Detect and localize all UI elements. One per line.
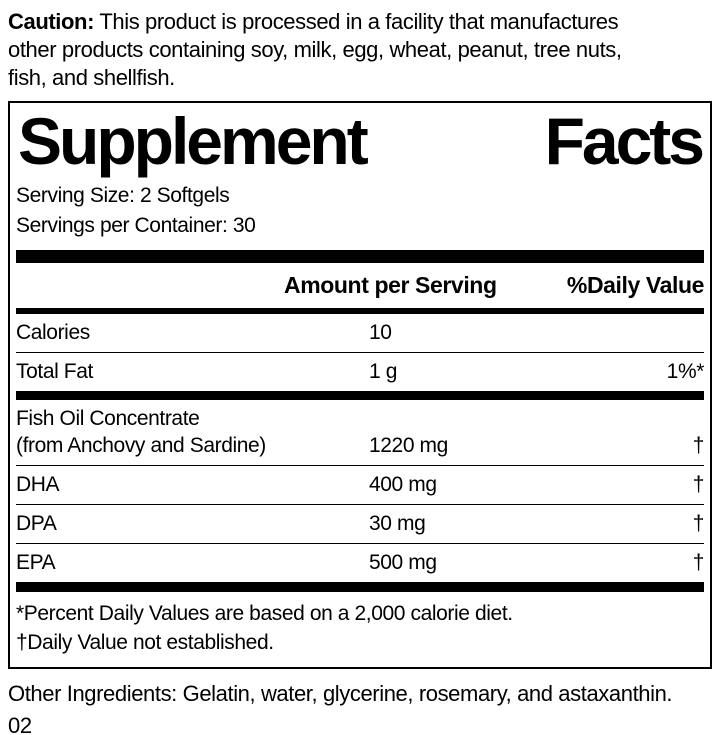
nutrient-name: Total Fat (16, 360, 93, 384)
nutrient-row-fish-oil: Fish Oil Concentrate (from Anchovy and S… (16, 400, 705, 467)
nutrient-name: DPA (16, 512, 57, 536)
column-header-daily-value: %Daily Value (566, 272, 705, 299)
caution-line1: This product is processed in a facility … (94, 9, 619, 34)
product-code: 02 (8, 713, 32, 735)
column-header-row: Amount per Serving %Daily Value (16, 263, 704, 308)
nutrient-row-dha: DHA 400 mg † (16, 466, 705, 506)
caution-label: Caution: (8, 9, 95, 34)
panel-title-word2: Facts (544, 104, 705, 178)
nutrient-amount: 10 (369, 321, 392, 345)
nutrient-name-line1: Fish Oil Concentrate (16, 407, 200, 431)
nutrient-daily-value: † (692, 434, 705, 458)
thick-divider-top (16, 250, 704, 264)
thick-divider-mid (16, 391, 704, 401)
nutrient-daily-value: † (692, 512, 705, 536)
caution-line2: other products containing soy, milk, egg… (8, 37, 622, 62)
thick-divider-bottom (16, 582, 704, 593)
nutrient-row-epa: EPA 500 mg † (16, 544, 704, 582)
nutrient-name: DHA (16, 473, 60, 497)
panel-title: Supplement Facts (16, 103, 705, 181)
footnote-percent-daily-value: *Percent Daily Values are based on a 2,0… (16, 602, 513, 626)
nutrient-amount: 1 g (369, 360, 397, 384)
footnote-daily-value-not-established: †Daily Value not established. (16, 631, 274, 655)
nutrient-amount: 400 mg (369, 473, 437, 497)
nutrient-amount: 1220 mg (369, 434, 448, 458)
nutrient-daily-value: 1%* (666, 360, 705, 384)
nutrient-row-total-fat: Total Fat 1 g 1%* (16, 353, 704, 391)
nutrient-name-line2: (from Anchovy and Sardine) (16, 434, 266, 458)
nutrient-name: Calories (16, 321, 90, 345)
nutrient-row-calories: Calories 10 (16, 314, 704, 354)
panel-title-word1: Supplement (18, 104, 369, 178)
thick-divider-header (16, 308, 704, 315)
nutrient-daily-value: † (692, 551, 705, 575)
serving-size: Serving Size: 2 Softgels (16, 184, 230, 208)
nutrient-name: EPA (16, 551, 56, 575)
column-header-amount: Amount per Serving (284, 272, 497, 299)
caution-text: Caution: This product is processed in a … (8, 8, 712, 92)
nutrient-row-dpa: DPA 30 mg † (16, 505, 705, 545)
nutrient-daily-value: † (692, 473, 705, 497)
supplement-facts-panel: Supplement Facts Serving Size: 2 Softgel… (8, 101, 712, 670)
nutrient-name: Fish Oil Concentrate (from Anchovy and S… (16, 405, 369, 459)
nutrient-amount: 30 mg (369, 512, 426, 536)
nutrient-amount: 500 mg (369, 551, 437, 575)
other-ingredients: Other Ingredients: Gelatin, water, glyce… (8, 681, 673, 707)
serving-info: Serving Size: 2 Softgels Servings per Co… (16, 181, 704, 241)
servings-per-container: Servings per Container: 30 (16, 214, 256, 238)
footnotes: *Percent Daily Values are based on a 2,0… (16, 592, 704, 667)
caution-line3: fish, and shellfish. (8, 65, 175, 90)
